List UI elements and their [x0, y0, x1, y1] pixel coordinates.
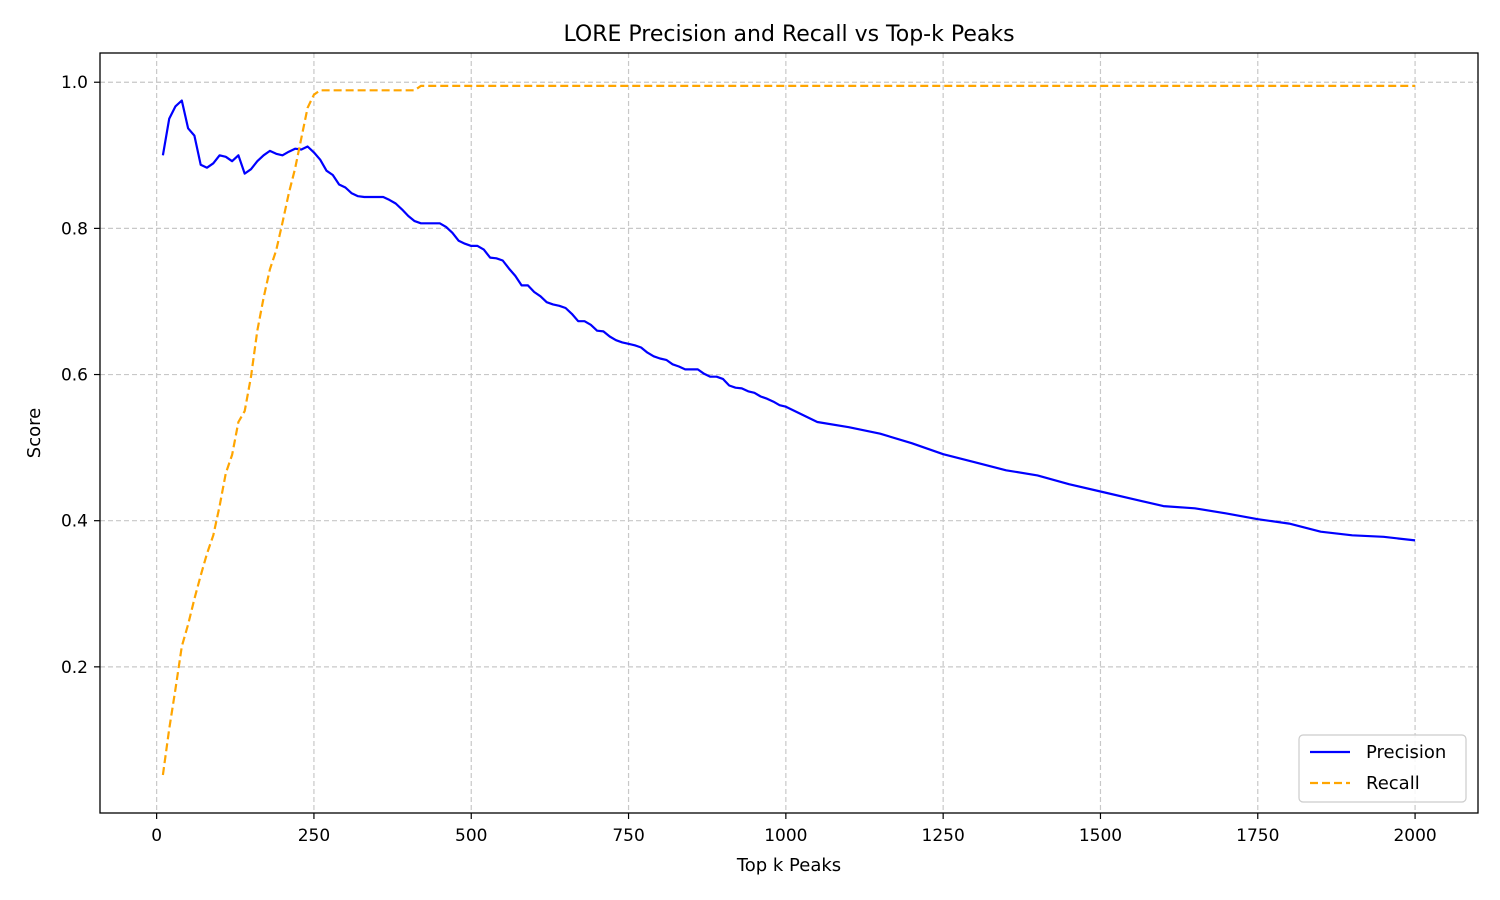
y-tick-label: 0.6 [61, 366, 88, 386]
x-tick-label: 250 [298, 826, 330, 846]
y-tick-label: 0.4 [61, 512, 88, 532]
x-tick-label: 2000 [1393, 826, 1436, 846]
series-line-recall [161, 84, 1416, 776]
y-tick-label: 0.8 [61, 219, 88, 239]
series-line-precision [161, 99, 1416, 542]
axis-ticks: 0 250 500 750 1000 1250 1500 1750 2000 0.2 0.4 0.6 0… [61, 73, 1437, 846]
x-axis-label: Top k Peaks [736, 855, 841, 876]
x-tick-label: 500 [455, 826, 487, 846]
legend: Precision Recall [1298, 734, 1467, 803]
grid-lines [100, 53, 1478, 813]
x-tick-label: 0 [151, 826, 162, 846]
x-tick-label: 750 [612, 826, 644, 846]
axes-frame [99, 52, 1479, 814]
x-tick-label: 1500 [1079, 826, 1122, 846]
x-tick-label: 1250 [922, 826, 965, 846]
y-tick-label: 0.2 [61, 658, 88, 678]
legend-label-recall: Recall [1366, 773, 1420, 794]
y-tick-label: 1.0 [61, 73, 88, 93]
x-tick-label: 1750 [1236, 826, 1279, 846]
x-tick-label: 1000 [764, 826, 807, 846]
legend-label-precision: Precision [1366, 742, 1446, 763]
y-axis-label: Score [24, 408, 45, 458]
chart-title: LORE Precision and Recall vs Top-k Peaks [563, 22, 1014, 47]
plot-series [161, 84, 1416, 776]
